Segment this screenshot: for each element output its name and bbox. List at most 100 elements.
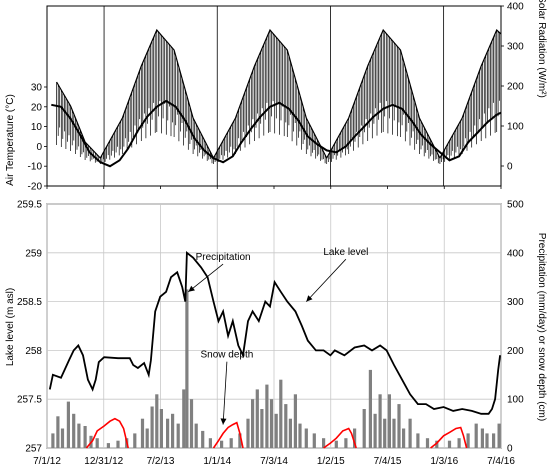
lake-level-tick-label: 259.5 xyxy=(17,200,42,211)
top-x-ticks xyxy=(46,186,502,189)
radiation-tick-label: 0 xyxy=(507,162,513,173)
precipitation-bar xyxy=(383,418,387,448)
x-tick-label: 7/4/16 xyxy=(487,456,515,467)
precipitation-bar xyxy=(229,438,233,448)
precipitation-bar xyxy=(474,423,478,448)
precipitation-bar xyxy=(51,433,55,448)
snow-depth-line xyxy=(323,427,357,449)
x-tick-label: 1/3/16 xyxy=(430,456,458,467)
precipitation-bar xyxy=(60,428,65,448)
lake-level-tick-label: 259 xyxy=(25,248,42,259)
precipitation-bar xyxy=(56,416,60,448)
snow-depth-line xyxy=(430,426,468,449)
lake-level-axis-label: Lake level (m asl) xyxy=(5,288,16,366)
top-year-lines xyxy=(103,6,445,186)
precipitation-bar xyxy=(373,413,377,448)
precip-axis-ticks: 500 400 300 200 100 0 xyxy=(507,200,524,455)
precipitation-bar xyxy=(378,394,382,448)
precipitation-bar xyxy=(106,443,110,448)
x-tick-label: 7/1/12 xyxy=(33,456,61,467)
temperature-tick-label: 20 xyxy=(31,102,43,113)
precip-tick-label: 100 xyxy=(507,395,524,406)
snow-depth-line xyxy=(85,417,129,449)
precipitation-bar xyxy=(83,426,87,448)
temperature-tick-label: 0 xyxy=(36,142,42,153)
precipitation-bar xyxy=(155,394,159,448)
radiation-axis-ticks: 400 300 200 100 0 xyxy=(501,2,524,173)
precipitation-bar xyxy=(220,440,224,448)
lake-level-tick-label: 257.5 xyxy=(17,395,42,406)
snow-depth-line xyxy=(212,421,244,449)
annotation-label: Snow depth xyxy=(200,350,253,361)
precipitation-bar xyxy=(77,423,81,448)
precipitation-bar xyxy=(397,404,401,448)
precipitation-bar xyxy=(288,418,292,448)
annotation-label: Lake level xyxy=(323,247,368,258)
x-tick-label: 1/2/15 xyxy=(317,456,345,467)
precipitation-bar xyxy=(260,409,264,448)
precipitation-bar xyxy=(392,418,396,448)
precipitation-bar xyxy=(368,369,372,448)
precipitation-bar xyxy=(159,409,163,448)
precipitation-bar xyxy=(140,418,145,448)
precipitation-bar xyxy=(492,433,496,448)
bottom-x-tick-labels: 7/1/12 12/31/12 7/2/13 1/1/14 7/3/14 1/2/15 7/… xyxy=(33,456,515,467)
precipitation-bar xyxy=(353,428,357,448)
lake-level-line xyxy=(48,250,501,415)
annotation-arrowhead xyxy=(306,295,313,302)
x-tick-label: 1/1/14 xyxy=(203,456,231,467)
precipitation-bar xyxy=(322,438,326,448)
annotation-arrowhead xyxy=(220,418,227,425)
precipitation-bar xyxy=(274,413,278,448)
annotation-arrow-line xyxy=(222,361,228,425)
lake-level-tick-label: 258 xyxy=(25,346,42,357)
precipitation-bar xyxy=(480,428,484,448)
top-series-group xyxy=(51,28,502,168)
precipitation-bar xyxy=(425,438,430,448)
x-tick-label: 7/3/14 xyxy=(260,456,288,467)
precipitation-bar xyxy=(408,418,412,448)
precipitation-bar xyxy=(72,413,76,448)
precip-tick-label: 500 xyxy=(507,200,524,211)
precipitation-bar xyxy=(402,428,406,448)
precipitation-bar xyxy=(185,289,189,448)
air-temperature-line xyxy=(51,99,502,168)
temperature-tick-label: 30 xyxy=(31,83,43,94)
precipitation-bar xyxy=(387,394,391,448)
precipitation-bar xyxy=(66,401,70,448)
precip-tick-label: 0 xyxy=(507,444,513,455)
precip-tick-label: 200 xyxy=(507,346,524,357)
lake-level-tick-label: 257 xyxy=(25,444,42,455)
annotation-arrowhead xyxy=(188,285,195,292)
precipitation-bar xyxy=(435,440,439,448)
temperature-tick-label: 10 xyxy=(31,122,43,133)
precipitation-bar xyxy=(194,423,198,448)
precipitation-bar xyxy=(133,433,137,448)
precipitation-bar xyxy=(171,413,175,448)
precipitation-bar xyxy=(312,433,316,448)
annotation-arrow-line xyxy=(306,258,347,302)
precipitation-bar xyxy=(279,379,283,448)
precipitation-bar xyxy=(362,409,366,448)
solar-radiation-variability xyxy=(56,30,500,164)
precip-tick-label: 400 xyxy=(507,248,524,259)
temperature-tick-label: -20 xyxy=(28,182,43,193)
annotation-label: Precipitation xyxy=(196,252,251,263)
precipitation-bar xyxy=(269,399,274,448)
precipitation-bar xyxy=(116,440,120,448)
x-tick-label: 12/31/12 xyxy=(84,456,123,467)
precipitation-bar xyxy=(95,438,99,448)
lake-level-tick-label: 258.5 xyxy=(17,297,42,308)
precipitation-bar xyxy=(293,394,297,448)
temperature-axis-label: Air Temperature (°C) xyxy=(5,94,16,186)
precipitation-bar xyxy=(238,433,242,448)
radiation-tick-label: 300 xyxy=(507,42,524,53)
lake-level-axis-ticks: 259.5 259 258.5 258 257.5 257 xyxy=(17,200,42,455)
precipitation-bar xyxy=(344,438,348,448)
precipitation-bar xyxy=(284,404,288,448)
temperature-tick-label: -10 xyxy=(28,162,43,173)
precipitation-bar xyxy=(150,406,154,448)
precipitation-bar xyxy=(166,418,170,448)
radiation-tick-label: 400 xyxy=(507,2,524,13)
